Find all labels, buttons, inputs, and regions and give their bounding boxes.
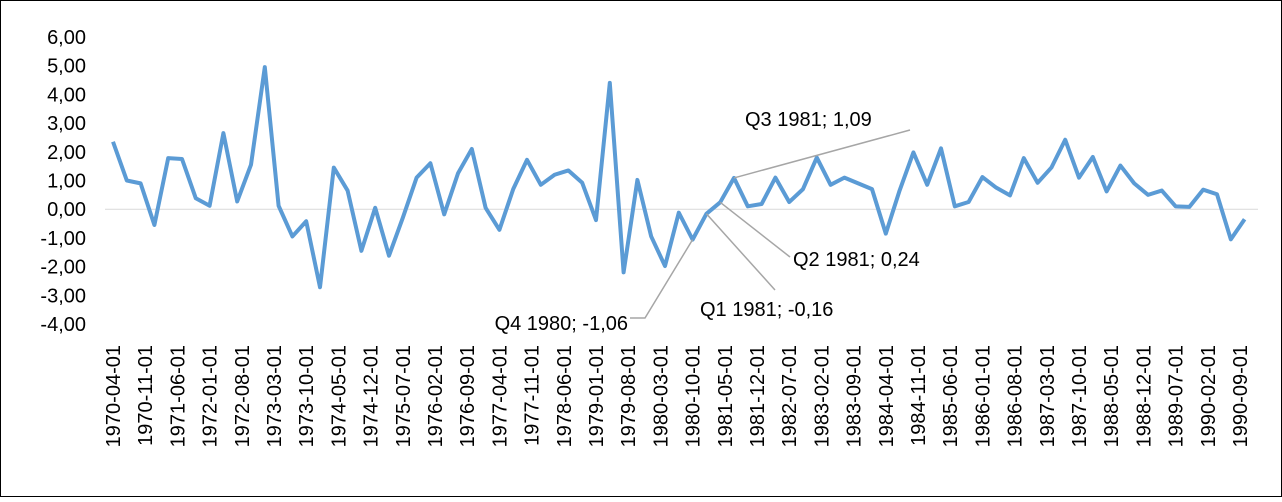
annotation-leader	[719, 201, 791, 258]
y-tick-label: 6,00	[47, 27, 86, 49]
x-tick-label: 1976-09-01	[457, 345, 479, 447]
x-tick-label: 1972-01-01	[200, 345, 222, 447]
y-tick-label: 0,00	[47, 199, 86, 221]
annotation-label: Q4 1980; -1,06	[495, 313, 628, 335]
x-tick-label: 1981-05-01	[715, 345, 737, 447]
x-tick-label: 1988-12-01	[1133, 345, 1155, 447]
x-tick-label: 1978-06-01	[554, 345, 576, 447]
x-tick-label: 1974-12-01	[361, 345, 383, 447]
x-tick-label: 1989-07-01	[1166, 345, 1188, 447]
x-tick-label: 1970-11-01	[135, 345, 157, 446]
y-tick-label: 5,00	[47, 56, 86, 78]
x-tick-label: 1981-12-01	[747, 345, 769, 447]
x-tick-label: 1984-04-01	[876, 345, 898, 447]
y-tick-label: -2,00	[40, 257, 86, 279]
annotation-label: Q2 1981; 0,24	[793, 249, 920, 271]
x-tick-label: 1983-02-01	[811, 345, 833, 447]
x-tick-label: 1977-11-01	[522, 345, 544, 446]
x-tick-label: 1984-11-01	[908, 345, 930, 446]
x-tick-label: 1980-10-01	[683, 345, 705, 447]
x-tick-label: 1990-02-01	[1198, 345, 1220, 447]
y-tick-label: 1,00	[47, 171, 86, 193]
annotation-leader	[705, 213, 776, 291]
line	[111, 65, 1247, 290]
y-tick-label: -3,00	[40, 285, 86, 307]
x-tick-label: 1972-08-01	[232, 345, 254, 447]
x-tick-label: 1986-08-01	[1005, 345, 1027, 447]
x-tick-label: 1987-10-01	[1069, 345, 1091, 447]
annotation-label: Q3 1981; 1,09	[745, 109, 872, 131]
x-tick-label: 1977-04-01	[489, 345, 511, 447]
x-tick-label: 1975-07-01	[393, 345, 415, 447]
x-tick-label: 1990-09-01	[1230, 345, 1252, 447]
x-tick-label: 1971-06-01	[167, 345, 189, 447]
annotation-leader	[733, 129, 911, 179]
y-tick-label: 3,00	[47, 113, 86, 135]
y-tick-label: -1,00	[40, 228, 86, 250]
x-tick-label: 1970-04-01	[103, 345, 125, 447]
x-tick-label: 1973-10-01	[296, 345, 318, 447]
x-tick-label: 1986-01-01	[972, 345, 994, 447]
x-tick-label: 1985-06-01	[940, 345, 962, 447]
x-tick-label: 1976-02-01	[425, 345, 447, 447]
y-tick-label: -4,00	[40, 314, 86, 336]
x-tick-label: 1973-03-01	[264, 345, 286, 447]
x-tick-label: 1983-09-01	[844, 345, 866, 447]
annotation-label: Q1 1981; -0,16	[700, 299, 833, 321]
x-tick-label: 1987-03-01	[1037, 345, 1059, 447]
x-tick-label: 1979-08-01	[618, 345, 640, 447]
x-tick-label: 1974-05-01	[328, 345, 350, 447]
x-tick-label: 1988-05-01	[1101, 345, 1123, 447]
x-tick-label: 1979-01-01	[586, 345, 608, 447]
x-tick-label: 1982-07-01	[779, 345, 801, 447]
x-tick-label: 1980-03-01	[650, 345, 672, 447]
y-tick-label: 2,00	[47, 142, 86, 164]
y-tick-label: 4,00	[47, 84, 86, 106]
annotation-leader	[630, 239, 694, 319]
